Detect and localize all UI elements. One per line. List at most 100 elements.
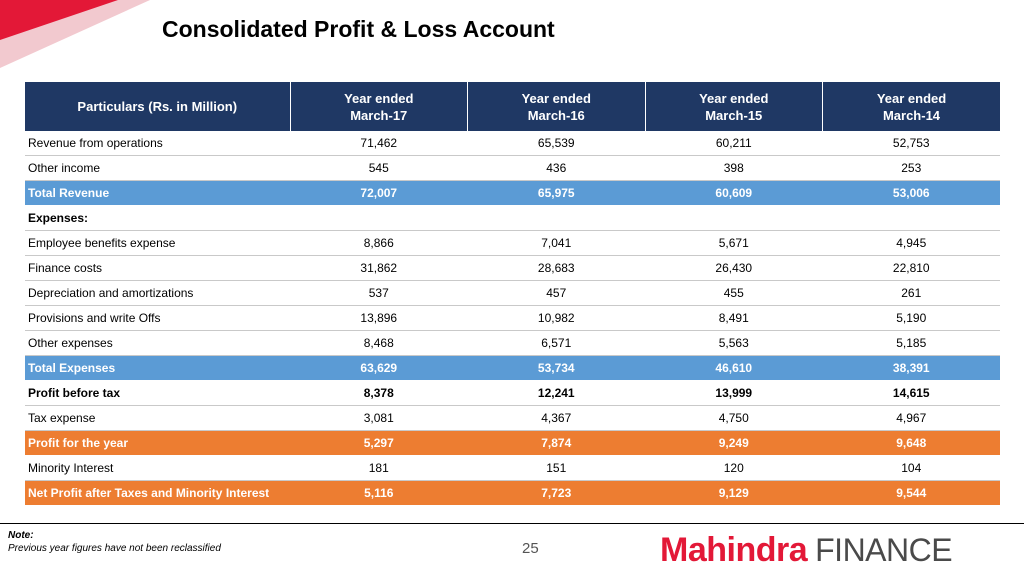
table-row: Tax expense 3,081 4,367 4,750 4,967 bbox=[25, 405, 1000, 431]
table-cell: 63,629 bbox=[290, 355, 468, 381]
column-header: Year ended March-14 bbox=[822, 82, 1000, 131]
table-cell: 8,468 bbox=[290, 330, 468, 356]
row-label: Provisions and write Offs bbox=[25, 305, 290, 331]
table-row: Provisions and write Offs 13,896 10,982 8,4… bbox=[25, 305, 1000, 331]
row-label: Depreciation and amortizations bbox=[25, 280, 290, 306]
table-cell: 4,945 bbox=[822, 230, 1000, 256]
table-cell: 455 bbox=[645, 280, 823, 306]
table-cell: 10,982 bbox=[467, 305, 645, 331]
table-body: Revenue from operations 71,462 65,539 60,21… bbox=[25, 131, 1000, 506]
table-cell: 457 bbox=[467, 280, 645, 306]
row-label: Net Profit after Taxes and Minority Inte… bbox=[25, 480, 290, 506]
table-row: Other income 545 436 398 253 bbox=[25, 155, 1000, 181]
table-cell bbox=[467, 205, 645, 231]
table-cell: 14,615 bbox=[822, 380, 1000, 406]
table-cell: 52,753 bbox=[822, 131, 1000, 156]
table-cell: 60,609 bbox=[645, 180, 823, 206]
table-cell: 31,862 bbox=[290, 255, 468, 281]
table-row: Depreciation and amortizations 537 457 455 2… bbox=[25, 280, 1000, 306]
note-text: Previous year figures have not been recl… bbox=[8, 543, 221, 554]
column-header: Year ended March-15 bbox=[645, 82, 823, 131]
table-cell: 65,975 bbox=[467, 180, 645, 206]
table-cell: 26,430 bbox=[645, 255, 823, 281]
table-cell: 13,896 bbox=[290, 305, 468, 331]
table-cell: 3,081 bbox=[290, 405, 468, 431]
table-cell: 71,462 bbox=[290, 131, 468, 156]
table-cell: 120 bbox=[645, 455, 823, 481]
profit-loss-table: Particulars (Rs. in Million) Year ended M… bbox=[25, 82, 1000, 506]
table-cell: 12,241 bbox=[467, 380, 645, 406]
table-cell: 53,006 bbox=[822, 180, 1000, 206]
table-cell: 72,007 bbox=[290, 180, 468, 206]
table-cell: 398 bbox=[645, 155, 823, 181]
note-heading: Note: bbox=[8, 530, 34, 541]
row-label: Revenue from operations bbox=[25, 131, 290, 156]
table-cell: 53,734 bbox=[467, 355, 645, 381]
table-cell: 104 bbox=[822, 455, 1000, 481]
column-header: Particulars (Rs. in Million) bbox=[25, 82, 291, 131]
footer-divider bbox=[0, 523, 1024, 524]
table-cell: 151 bbox=[467, 455, 645, 481]
table-row: Minority Interest 181 151 120 104 bbox=[25, 455, 1000, 481]
table-cell: 181 bbox=[290, 455, 468, 481]
table-cell: 4,750 bbox=[645, 405, 823, 431]
table-cell: 8,866 bbox=[290, 230, 468, 256]
table-row: Other expenses 8,468 6,571 5,563 5,185 bbox=[25, 330, 1000, 356]
row-label: Employee benefits expense bbox=[25, 230, 290, 256]
table-row: Employee benefits expense 8,866 7,041 5,671… bbox=[25, 230, 1000, 256]
row-label: Total Revenue bbox=[25, 180, 290, 206]
row-label: Minority Interest bbox=[25, 455, 290, 481]
logo-word: FINANCE bbox=[815, 531, 953, 568]
table-cell bbox=[290, 205, 468, 231]
table-cell: 9,544 bbox=[822, 480, 1000, 506]
table-cell: 253 bbox=[822, 155, 1000, 181]
column-header: Year ended March-16 bbox=[467, 82, 646, 131]
table-cell: 4,967 bbox=[822, 405, 1000, 431]
row-label: Other income bbox=[25, 155, 290, 181]
page-title: Consolidated Profit & Loss Account bbox=[162, 16, 555, 42]
table-cell: 38,391 bbox=[822, 355, 1000, 381]
row-label: Total Expenses bbox=[25, 355, 290, 381]
table-cell: 28,683 bbox=[467, 255, 645, 281]
table-row: Revenue from operations 71,462 65,539 60,21… bbox=[25, 131, 1000, 156]
table-cell: 5,190 bbox=[822, 305, 1000, 331]
row-label: Expenses: bbox=[25, 205, 290, 231]
page-number: 25 bbox=[522, 540, 539, 557]
row-label: Profit for the year bbox=[25, 430, 290, 456]
table-cell: 65,539 bbox=[467, 131, 645, 156]
table-cell: 5,297 bbox=[290, 430, 468, 456]
table-cell: 9,129 bbox=[645, 480, 823, 506]
table-row: Net Profit after Taxes and Minority Inte… bbox=[25, 480, 1000, 506]
table-cell bbox=[645, 205, 823, 231]
column-header: Year ended March-17 bbox=[290, 82, 468, 131]
table-cell: 8,491 bbox=[645, 305, 823, 331]
table-row: Profit for the year 5,297 7,874 9,249 9,648 bbox=[25, 430, 1000, 456]
table-row: Total Revenue 72,007 65,975 60,609 53,006 bbox=[25, 180, 1000, 206]
table-cell: 8,378 bbox=[290, 380, 468, 406]
table-cell bbox=[822, 205, 1000, 231]
table-row: Profit before tax 8,378 12,241 13,999 14,615 bbox=[25, 380, 1000, 406]
table-cell: 5,116 bbox=[290, 480, 468, 506]
table-cell: 5,671 bbox=[645, 230, 823, 256]
table-cell: 9,648 bbox=[822, 430, 1000, 456]
table-cell: 7,041 bbox=[467, 230, 645, 256]
table-cell: 5,563 bbox=[645, 330, 823, 356]
table-cell: 22,810 bbox=[822, 255, 1000, 281]
table-cell: 537 bbox=[290, 280, 468, 306]
table-cell: 7,874 bbox=[467, 430, 645, 456]
table-header-row: Particulars (Rs. in Million) Year ended M… bbox=[25, 82, 1000, 131]
company-logo: Mahindra FINANCE bbox=[660, 530, 953, 570]
table-cell: 13,999 bbox=[645, 380, 823, 406]
table-cell: 7,723 bbox=[467, 480, 645, 506]
corner-decoration bbox=[0, 0, 150, 68]
row-label: Tax expense bbox=[25, 405, 290, 431]
table-cell: 261 bbox=[822, 280, 1000, 306]
table-row: Total Expenses 63,629 53,734 46,610 38,391 bbox=[25, 355, 1000, 381]
table-row: Expenses: bbox=[25, 205, 1000, 231]
table-cell: 4,367 bbox=[467, 405, 645, 431]
row-label: Finance costs bbox=[25, 255, 290, 281]
table-cell: 9,249 bbox=[645, 430, 823, 456]
table-cell: 6,571 bbox=[467, 330, 645, 356]
table-cell: 60,211 bbox=[645, 131, 823, 156]
row-label: Other expenses bbox=[25, 330, 290, 356]
